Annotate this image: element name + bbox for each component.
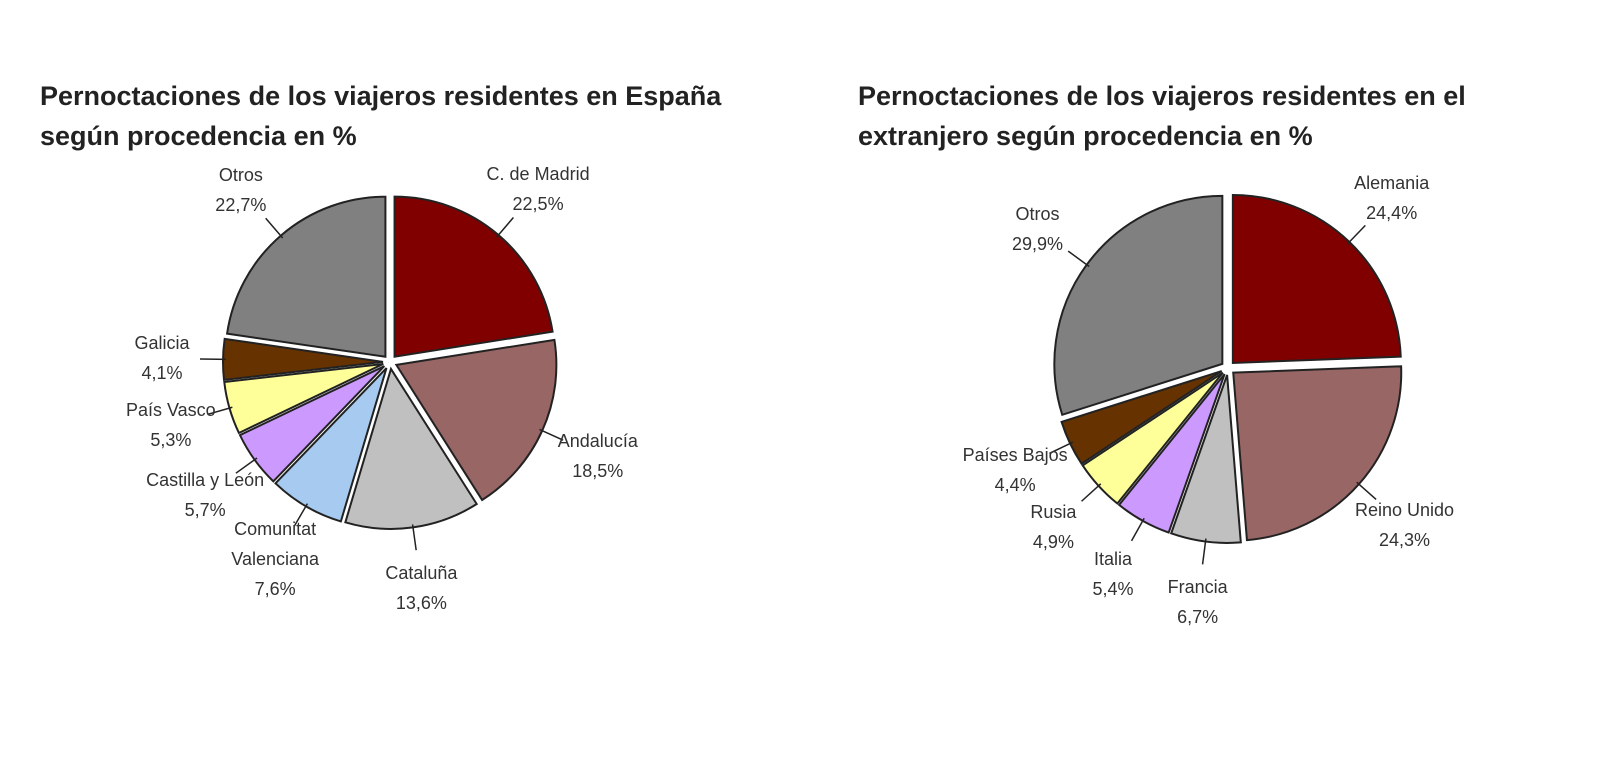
category-label: Castilla y León [146,470,265,491]
category-label: Alemania [1354,173,1430,193]
data-label: Francia 6,7% [1168,572,1228,632]
value-label: 29,9% [1011,233,1064,254]
leader-line [1356,481,1377,500]
category-label: Países Bajos [962,444,1068,465]
data-label: Otros 29,9% [1012,199,1063,259]
leader-line [1049,441,1074,455]
data-label: Otros 22,7% [215,160,266,220]
category-label: Rusia [1030,501,1077,522]
value-label: 7,6% [254,578,296,599]
pie-slice [225,195,387,358]
data-label: Rusia 4,9% [1030,497,1076,557]
category-label: Comunitat Valenciana [231,518,320,569]
data-label: C. de Madrid 22,5% [487,159,590,219]
category-label: Andalucía [557,430,638,451]
value-label: 5,4% [1092,579,1134,600]
chart-title: Pernoctaciones de los viajeros residente… [858,81,1466,151]
data-label: Comunitat Valenciana 7,6% [210,514,340,604]
data-label: Países Bajos 4,4% [963,440,1068,500]
category-label: Otros [218,164,263,185]
category-label: Otros [1015,203,1060,224]
data-label: Castilla y León 5,7% [146,465,264,525]
leader-line [207,406,233,416]
value-label: 24,3% [1379,529,1431,550]
value-label: 18,5% [572,460,624,481]
value-label: 5,3% [150,429,192,450]
leader-line [1067,250,1090,268]
data-label: Cataluña 13,6% [385,558,457,618]
value-label: 24,4% [1366,203,1418,223]
leader-line [539,428,564,441]
leader-line [411,524,417,551]
pie-slice [393,195,554,358]
category-label: Italia [1093,549,1133,570]
category-label: Reino Unido [1355,499,1455,520]
value-label: 13,6% [395,592,447,613]
leader-line [1346,224,1366,245]
chart-title: Pernoctaciones de los viajeros residente… [40,81,722,151]
value-label: 4,4% [994,474,1036,495]
data-label: País Vasco 5,3% [126,395,216,455]
data-label: Alemania 24,4% [1354,168,1429,228]
data-label: Italia 5,4% [1092,544,1133,604]
leader-line [293,503,309,527]
leader-line [265,217,284,239]
category-label: Francia [1167,577,1228,598]
category-label: Cataluña [385,562,458,583]
leader-line [1201,538,1207,565]
category-label: C. de Madrid [486,163,590,184]
leader-line [495,217,514,238]
data-label: Andalucía 18,5% [558,426,638,486]
data-label: Reino Unido 24,3% [1355,495,1454,555]
category-label: Galicia [134,333,190,354]
value-label: 22,7% [215,194,267,215]
category-label: País Vasco [125,399,216,420]
leader-line [1130,517,1145,542]
data-label: Galicia 4,1% [135,328,190,388]
leader-line [1081,483,1102,502]
value-label: 4,9% [1032,531,1074,552]
leader-line [235,457,258,474]
value-label: 4,1% [141,363,183,384]
value-label: 22,5% [512,193,564,214]
value-label: 6,7% [1177,607,1219,628]
value-label: 5,7% [184,500,226,521]
